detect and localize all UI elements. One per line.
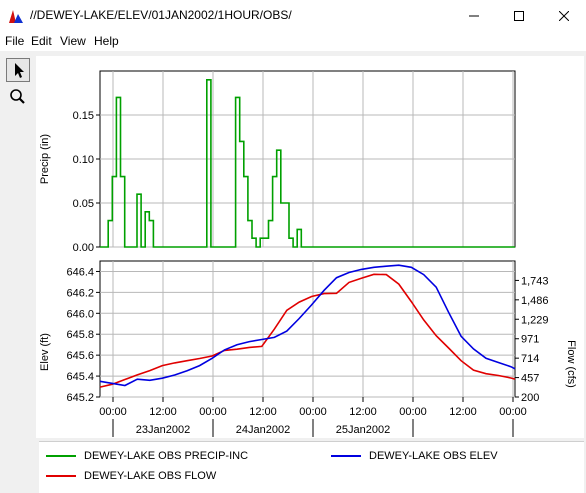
window-title: //DEWEY-LAKE/ELEV/01JAN2002/1HOUR/OBS/ bbox=[30, 8, 292, 22]
time-tick-label: 00:00 bbox=[199, 406, 227, 418]
time-tick-label: 00:00 bbox=[299, 406, 327, 418]
plot-canvas: 0.000.050.100.15 Precip (in) 645.2645.46… bbox=[39, 70, 577, 437]
elev-y-tick-label: 645.2 bbox=[66, 392, 94, 404]
elev-y-ticks: 645.2 645.4 645.6 645.8 646.0 646.2 646.4 bbox=[66, 266, 100, 404]
elev-y-tick-label: 646.0 bbox=[66, 308, 94, 320]
precip-y-tick-label: 0.05 bbox=[73, 198, 94, 210]
maximize-button[interactable] bbox=[496, 0, 541, 31]
time-tick-label: 00:00 bbox=[499, 406, 527, 418]
minimize-icon bbox=[468, 15, 479, 16]
legend: DEWEY-LAKE OBS PRECIP-INC DEWEY-LAKE OBS… bbox=[39, 441, 584, 493]
time-tick-label: 12:00 bbox=[149, 406, 177, 418]
pointer-tool-button[interactable] bbox=[6, 58, 30, 82]
time-axis: 00:00 12:00 00:00 12:00 00:00 12:00 00:00 12:00… bbox=[99, 397, 527, 437]
flow-y-tick-label: 1,229 bbox=[521, 314, 549, 326]
flow-y-axis-label: Flow (cfs) bbox=[565, 340, 577, 388]
flow-y-tick-label: 971 bbox=[521, 334, 539, 346]
date-label: 23Jan2002 bbox=[136, 424, 190, 436]
precip-y-tick-label: 0.15 bbox=[73, 110, 94, 122]
time-tick-label: 00:00 bbox=[399, 406, 427, 418]
menu-edit[interactable]: Edit bbox=[31, 34, 52, 48]
precip-series bbox=[100, 79, 515, 248]
elev-y-tick-label: 645.6 bbox=[66, 350, 94, 362]
flow-y-ticks: 200 457 714 971 1,229 1,486 1,743 bbox=[515, 275, 549, 404]
flow-y-tick-label: 1,743 bbox=[521, 275, 549, 287]
legend-swatch-precip bbox=[46, 455, 76, 457]
plot-area: 0.00 0.05 0.10 0.15 Precip (in) 645.2 645.4 6… bbox=[36, 56, 584, 438]
legend-item-precip: DEWEY-LAKE OBS PRECIP-INC bbox=[46, 448, 248, 464]
elev-y-axis-label: Elev (ft) bbox=[39, 333, 51, 371]
precip-chart: 0.00 0.05 0.10 0.15 Precip (in) bbox=[39, 70, 516, 254]
flow-series-line bbox=[99, 273, 516, 388]
elev-flow-chart: 645.2 645.4 645.6 645.8 646.0 646.2 646.4 200 4… bbox=[39, 260, 577, 437]
legend-item-flow: DEWEY-LAKE OBS FLOW bbox=[46, 468, 216, 484]
elev-y-tick-label: 646.2 bbox=[66, 287, 94, 299]
flow-y-tick-label: 200 bbox=[521, 392, 539, 404]
elev-y-tick-label: 645.8 bbox=[66, 329, 94, 341]
time-tick-label: 12:00 bbox=[349, 406, 377, 418]
close-icon bbox=[558, 10, 569, 21]
precip-y-tick-label: 0.00 bbox=[73, 242, 94, 254]
menu-view[interactable]: View bbox=[60, 34, 86, 48]
menu-help[interactable]: Help bbox=[94, 34, 119, 48]
time-tick-label: 00:00 bbox=[99, 406, 127, 418]
legend-item-elev: DEWEY-LAKE OBS ELEV bbox=[331, 448, 498, 464]
tool-palette bbox=[5, 58, 31, 112]
flow-y-tick-label: 714 bbox=[521, 353, 539, 365]
legend-label-precip: DEWEY-LAKE OBS PRECIP-INC bbox=[84, 450, 249, 462]
legend-label-flow: DEWEY-LAKE OBS FLOW bbox=[84, 470, 217, 482]
zoom-icon bbox=[10, 89, 25, 104]
precip-y-tick-label: 0.10 bbox=[73, 154, 94, 166]
minimize-button[interactable] bbox=[451, 0, 496, 31]
date-label: 24Jan2002 bbox=[236, 424, 290, 436]
close-button[interactable] bbox=[541, 0, 586, 31]
precip-y-axis-label: Precip (in) bbox=[39, 134, 51, 184]
elev-flow-chart-frame bbox=[99, 260, 516, 398]
flow-y-tick-label: 1,486 bbox=[521, 295, 549, 307]
legend-swatch-flow bbox=[46, 475, 76, 477]
legend-swatch-elev bbox=[331, 455, 361, 457]
time-tick-label: 12:00 bbox=[249, 406, 277, 418]
elev-series-line bbox=[99, 264, 516, 387]
menu-bar: File Edit View Help bbox=[0, 31, 586, 52]
title-bar: //DEWEY-LAKE/ELEV/01JAN2002/1HOUR/OBS/ bbox=[0, 0, 586, 31]
legend-label-elev: DEWEY-LAKE OBS ELEV bbox=[369, 450, 498, 462]
time-tick-label: 12:00 bbox=[449, 406, 477, 418]
date-label: 25Jan2002 bbox=[336, 424, 390, 436]
menu-file[interactable]: File bbox=[5, 34, 25, 48]
elev-flow-series bbox=[99, 264, 516, 388]
app-icon bbox=[9, 10, 23, 23]
precip-series-line bbox=[100, 79, 515, 248]
pointer-icon bbox=[15, 63, 24, 78]
elev-y-tick-label: 646.4 bbox=[66, 266, 94, 278]
precip-y-ticks: 0.00 0.05 0.10 0.15 bbox=[73, 110, 100, 254]
zoom-tool-button[interactable] bbox=[6, 86, 30, 110]
elev-y-tick-label: 645.4 bbox=[66, 371, 94, 383]
flow-y-tick-label: 457 bbox=[521, 373, 539, 385]
maximize-icon bbox=[513, 10, 524, 21]
